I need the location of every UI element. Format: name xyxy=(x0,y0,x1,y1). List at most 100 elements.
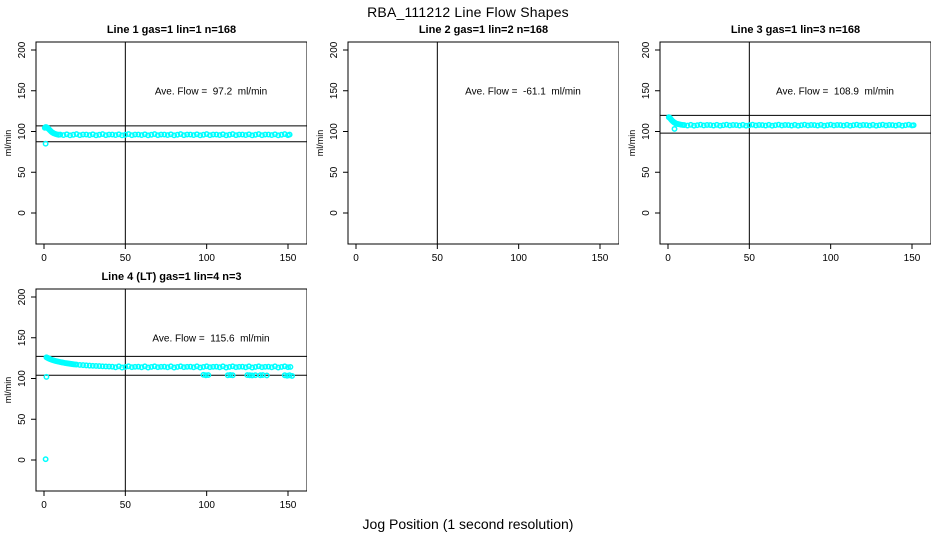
data-point xyxy=(86,362,93,369)
y-tick-label: 100 xyxy=(641,123,652,140)
data-point xyxy=(739,121,746,128)
data-point xyxy=(226,131,233,138)
data-point xyxy=(128,132,135,139)
data-points xyxy=(42,354,296,463)
data-point xyxy=(285,364,291,371)
data-point xyxy=(847,122,854,129)
data-point xyxy=(96,363,103,370)
panel-line-4-ave-flow-label: Ave. Flow = 115.6 ml/min xyxy=(152,333,270,345)
data-point xyxy=(876,122,883,129)
data-point xyxy=(265,131,272,138)
y-tick-label: 50 xyxy=(17,413,28,425)
panel-line-4-title: Line 4 (LT) gas=1 lin=4 n=3 xyxy=(101,271,242,283)
data-point xyxy=(679,121,686,128)
data-point xyxy=(286,131,293,138)
data-point xyxy=(843,121,850,128)
plot-frame xyxy=(35,288,307,492)
x-tick-label: 150 xyxy=(904,253,921,264)
data-point xyxy=(687,121,694,128)
data-point xyxy=(765,121,772,128)
data-point xyxy=(249,132,256,139)
data-point xyxy=(141,131,148,138)
data-point xyxy=(242,364,249,371)
data-point xyxy=(122,363,129,370)
data-point xyxy=(262,363,269,370)
data-point xyxy=(694,122,701,129)
data-point xyxy=(187,363,194,370)
data-point xyxy=(785,122,792,129)
data-point xyxy=(216,364,223,371)
data-point xyxy=(213,363,220,370)
y-tick-label: 100 xyxy=(17,370,28,387)
data-point xyxy=(106,363,113,370)
data-point xyxy=(174,363,181,370)
data-point xyxy=(210,363,217,370)
data-point xyxy=(80,131,86,138)
data-point xyxy=(821,122,828,129)
data-point xyxy=(713,121,720,128)
y-tick-label: 100 xyxy=(329,123,340,140)
panel-line-3-ave-flow-label: Ave. Flow = 108.9 ml/min xyxy=(776,86,894,98)
data-point xyxy=(200,363,207,370)
data-point xyxy=(154,364,161,371)
data-point xyxy=(132,363,139,370)
y-tick-label: 0 xyxy=(17,457,28,463)
data-point xyxy=(870,121,876,128)
data-point xyxy=(289,372,296,379)
y-tick-label: 150 xyxy=(17,82,28,99)
y-tick-label: 50 xyxy=(329,166,340,178)
data-point xyxy=(759,122,766,129)
data-point xyxy=(184,131,191,138)
data-point xyxy=(801,121,808,128)
data-point xyxy=(834,122,841,128)
data-point xyxy=(242,132,249,139)
data-point xyxy=(216,132,223,139)
data-point xyxy=(145,364,152,371)
data-point xyxy=(772,122,779,129)
data-point xyxy=(109,131,116,138)
data-point xyxy=(202,372,209,379)
data-point xyxy=(102,132,109,139)
data-point xyxy=(193,131,200,138)
data-point xyxy=(788,122,795,129)
data-point xyxy=(158,131,165,138)
y-tick-label: 100 xyxy=(17,123,28,140)
data-point xyxy=(93,362,100,369)
x-tick-label: 100 xyxy=(510,253,527,264)
data-point xyxy=(704,122,710,128)
data-point xyxy=(76,132,83,139)
y-tick-label: 0 xyxy=(17,210,28,216)
data-point xyxy=(265,363,272,370)
panel-line-4-plot: 0 50 100 150 0 50 100 150 200 ml/min xyxy=(3,288,307,511)
data-point xyxy=(83,131,90,138)
data-point xyxy=(187,131,194,138)
data-point xyxy=(736,122,743,129)
y-tick-label: 50 xyxy=(17,166,28,178)
data-point xyxy=(76,361,83,368)
data-point xyxy=(863,122,870,129)
data-point xyxy=(883,122,889,129)
data-point xyxy=(873,122,880,129)
data-point xyxy=(850,122,857,129)
data-points xyxy=(665,114,917,132)
data-point xyxy=(205,372,212,379)
data-point xyxy=(148,131,155,138)
data-point xyxy=(112,132,119,139)
data-point xyxy=(775,121,782,128)
data-point xyxy=(161,363,168,370)
y-tick-label: 0 xyxy=(329,210,340,216)
data-point xyxy=(278,131,285,138)
x-tick-label: 0 xyxy=(665,253,671,264)
data-point xyxy=(42,456,49,463)
data-point xyxy=(119,364,126,371)
data-point xyxy=(830,122,837,129)
y-tick-label: 200 xyxy=(641,41,652,58)
data-point xyxy=(252,131,259,138)
data-point xyxy=(89,362,96,369)
plot-frame xyxy=(659,41,931,245)
data-point xyxy=(278,363,285,370)
data-point xyxy=(109,363,116,370)
y-axis-label: ml/min xyxy=(3,377,13,404)
data-point xyxy=(86,132,93,139)
